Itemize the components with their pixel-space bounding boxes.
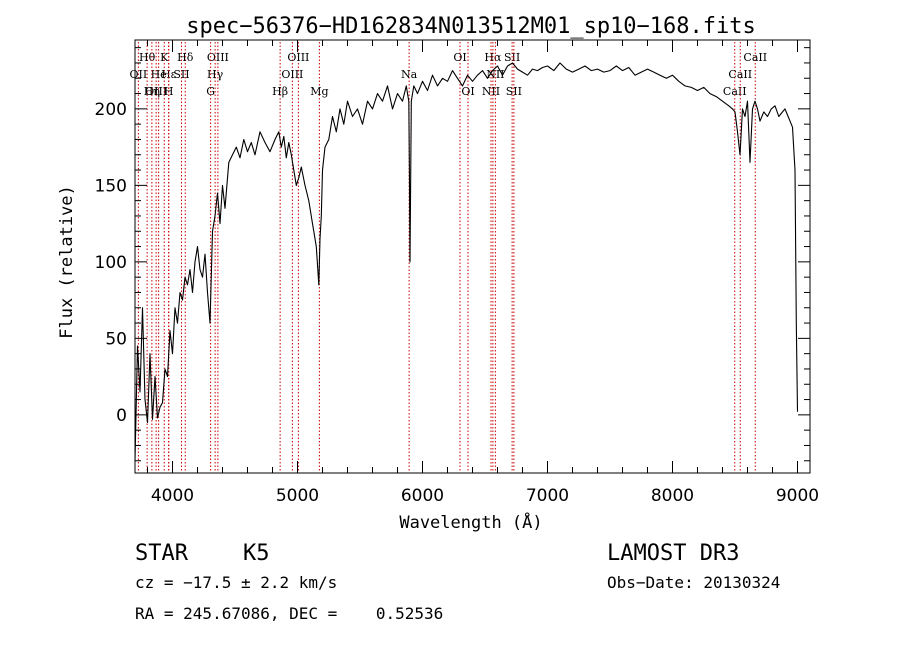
obs-date: Obs−Date: 20130324: [607, 573, 780, 592]
line-marker-label: SII: [504, 51, 520, 64]
line-marker-label: Hη: [144, 85, 160, 98]
x-tick-label: 5000: [276, 486, 319, 506]
line-marker-label: Hθ: [139, 51, 156, 64]
x-tick-label: 8000: [651, 486, 694, 506]
x-tick-label: 9000: [776, 486, 819, 506]
survey-name: LAMOST DR3: [607, 541, 739, 566]
line-marker-label: CaII: [723, 85, 747, 98]
spectrum-line-0: [134, 62, 799, 461]
line-marker-label: Hδ: [177, 51, 194, 64]
y-tick-label: 150: [95, 176, 127, 196]
line-marker-label: OIII: [281, 68, 303, 81]
y-axis-label: Flux (relative): [57, 185, 77, 339]
object-subclass: K5: [243, 541, 270, 566]
axes: 4000 5000 6000 7000 8000 9000 0 50 100 150 200: [95, 39, 819, 506]
object-class: STAR: [135, 541, 189, 566]
x-tick-label: 7000: [526, 486, 569, 506]
line-marker-label: G: [206, 85, 215, 98]
y-tick-label: 200: [95, 100, 127, 120]
line-marker-label: OIII: [287, 51, 309, 64]
line-marker-label: OI: [461, 85, 474, 98]
x-axis-label: Wavelength (Å): [399, 511, 542, 533]
line-marker-label: K: [160, 51, 169, 64]
line-marker-label: Hα: [484, 51, 502, 64]
line-marker-label: SII: [173, 68, 189, 81]
spectrum-series: [134, 62, 799, 461]
line-marker-label: OI: [453, 51, 466, 64]
line-marker-label: Mg: [310, 85, 328, 98]
line-marker-label: Hγ: [207, 68, 224, 81]
line-marker-label: H: [164, 85, 174, 98]
redshift-label: cz = −17.5 ± 2.2 km/s: [135, 573, 337, 592]
line-marker-label: Na: [401, 68, 418, 81]
line-marker-label: He: [151, 68, 167, 81]
line-marker-label: NII: [482, 85, 500, 98]
coordinates: RA = 245.67086, DEC = 0.52536: [135, 604, 443, 623]
line-marker-label: OIII: [207, 51, 229, 64]
y-tick-label: 100: [95, 253, 127, 273]
line-marker-label: Hβ: [272, 85, 288, 98]
x-tick-label: 6000: [401, 486, 444, 506]
y-tick-label: 0: [116, 406, 127, 426]
x-tick-label: 4000: [151, 486, 194, 506]
line-marker-label: OII: [130, 68, 148, 81]
line-marker-label: SII: [506, 85, 522, 98]
plot-frame: [134, 39, 811, 474]
y-tick-label: 50: [105, 329, 127, 349]
line-marker-label: CaII: [743, 51, 767, 64]
chart-title: spec−56376−HD162834N013512M01_sp10−168.f…: [186, 14, 756, 39]
line-marker-label: OIII: [145, 85, 167, 98]
line-marker-label: CaII: [728, 68, 752, 81]
